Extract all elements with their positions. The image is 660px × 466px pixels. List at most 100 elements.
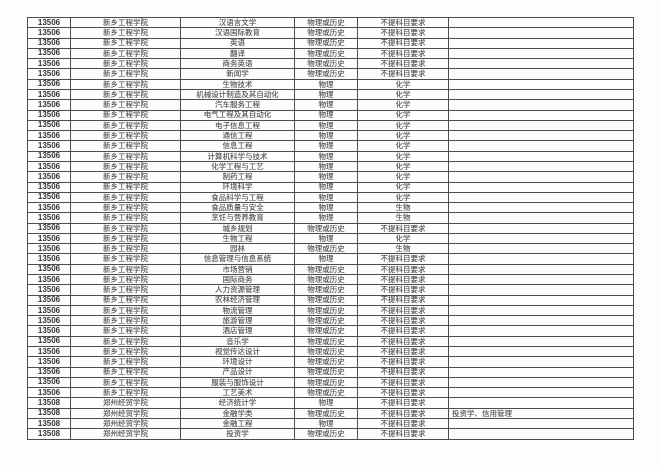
cell-subject-selection: 物理或历史 <box>294 294 358 306</box>
cell-elective-requirement: 化学 <box>357 109 449 121</box>
cell-college-code: 13506 <box>27 212 71 224</box>
cell-college-name: 新乡工程学院 <box>70 212 181 224</box>
cell-elective-requirement: 化学 <box>357 140 449 152</box>
cell-college-name: 新乡工程学院 <box>70 315 181 327</box>
cell-subject-selection: 物理 <box>294 119 358 132</box>
cell-subject-selection: 物理或历史 <box>294 37 358 49</box>
cell-elective-requirement: 化学 <box>357 160 449 173</box>
cell-remark <box>448 417 634 430</box>
cell-college-name: 新乡工程学院 <box>70 222 181 234</box>
cell-college-code: 13506 <box>27 119 71 132</box>
cell-subject-selection: 物理 <box>294 171 358 183</box>
table-row: 13508 郑州经贸学院 金融学类 物理或历史 不提科目要求 投资学、信用管理 <box>27 407 634 419</box>
table-row: 13506 新乡工程学院 商务英语 物理或历史 不提科目要求 <box>27 58 634 70</box>
cell-subject-selection: 物理 <box>294 202 358 214</box>
cell-college-name: 郑州经贸学院 <box>70 407 181 419</box>
cell-college-code: 13506 <box>27 253 71 265</box>
table-row: 13508 郑州经贸学院 经济统计学 物理 不提科目要求 <box>27 397 634 409</box>
cell-major-name: 信息工程 <box>180 140 295 152</box>
cell-elective-requirement: 化学 <box>357 181 449 193</box>
cell-college-code: 13506 <box>27 16 71 29</box>
cell-major-name: 投资学 <box>180 428 295 440</box>
table-row: 13506 新乡工程学院 电气工程及其自动化 物理 化学 <box>27 109 634 121</box>
cell-major-name: 城乡规划 <box>180 222 295 234</box>
table-row: 13506 新乡工程学院 工艺美术 物理或历史 不提科目要求 <box>27 387 634 399</box>
admission-requirements-table: 13506 新乡工程学院 汉语言文学 物理或历史 不提科目要求 13506 新乡工程学院 汉语… <box>27 16 634 440</box>
cell-remark <box>448 109 634 121</box>
cell-elective-requirement: 生物 <box>357 202 449 214</box>
cell-major-name: 翻译 <box>180 47 295 60</box>
cell-college-code: 13506 <box>27 140 71 152</box>
table-row: 13506 新乡工程学院 化学工程与工艺 物理 化学 <box>27 160 634 173</box>
cell-subject-selection: 物理或历史 <box>294 356 358 368</box>
cell-college-name: 郑州经贸学院 <box>70 397 181 409</box>
table-row: 13506 新乡工程学院 食品科学与工程 物理 化学 <box>27 191 634 204</box>
cell-major-name: 经济统计学 <box>180 397 295 409</box>
cell-elective-requirement: 不提科目要求 <box>357 325 449 337</box>
table-row: 13506 新乡工程学院 旅游管理 物理或历史 不提科目要求 <box>27 315 634 327</box>
cell-elective-requirement: 化学 <box>357 191 449 204</box>
cell-college-name: 新乡工程学院 <box>70 37 181 49</box>
cell-college-code: 13506 <box>27 191 71 204</box>
table-row: 13506 新乡工程学院 新闻学 物理或历史 不提科目要求 <box>27 68 634 80</box>
table-row: 13506 新乡工程学院 汉语国际教育 物理或历史 不提科目要求 <box>27 27 634 39</box>
table-row: 13506 新乡工程学院 汉语言文学 物理或历史 不提科目要求 <box>27 16 634 29</box>
cell-remark <box>448 428 634 440</box>
cell-major-name: 国际商务 <box>180 274 295 286</box>
cell-college-code: 13508 <box>27 428 71 440</box>
cell-subject-selection: 物理或历史 <box>294 345 358 358</box>
cell-elective-requirement: 不提科目要求 <box>357 335 449 348</box>
cell-subject-selection: 物理或历史 <box>294 325 358 337</box>
cell-elective-requirement: 不提科目要求 <box>357 315 449 327</box>
cell-college-code: 13506 <box>27 345 71 358</box>
cell-college-code: 13506 <box>27 181 71 193</box>
cell-remark <box>448 356 634 368</box>
cell-elective-requirement: 不提科目要求 <box>357 253 449 265</box>
cell-remark <box>448 315 634 327</box>
cell-major-name: 音乐学 <box>180 335 295 348</box>
table-row: 13508 郑州经贸学院 金融工程 物理 不提科目要求 <box>27 417 634 430</box>
cell-major-name: 食品质量与安全 <box>180 202 295 214</box>
cell-subject-selection: 物理 <box>294 181 358 193</box>
cell-remark <box>448 397 634 409</box>
cell-college-code: 13506 <box>27 315 71 327</box>
cell-remark <box>448 232 634 245</box>
cell-major-name: 计算机科学与技术 <box>180 150 295 162</box>
cell-subject-selection: 物理 <box>294 88 358 101</box>
cell-college-code: 13506 <box>27 304 71 317</box>
cell-remark <box>448 263 634 276</box>
cell-subject-selection: 物理或历史 <box>294 387 358 399</box>
cell-college-name: 新乡工程学院 <box>70 356 181 368</box>
cell-college-name: 新乡工程学院 <box>70 253 181 265</box>
cell-elective-requirement: 化学 <box>357 99 449 111</box>
table-row: 13506 新乡工程学院 人力资源管理 物理或历史 不提科目要求 <box>27 284 634 296</box>
cell-subject-selection: 物理或历史 <box>294 376 358 389</box>
cell-subject-selection: 物理 <box>294 417 358 430</box>
cell-remark <box>448 37 634 49</box>
cell-college-name: 新乡工程学院 <box>70 160 181 173</box>
cell-elective-requirement: 不提科目要求 <box>357 263 449 276</box>
cell-elective-requirement: 不提科目要求 <box>357 68 449 80</box>
cell-college-name: 新乡工程学院 <box>70 171 181 183</box>
table-row: 13506 新乡工程学院 汽车服务工程 物理 化学 <box>27 99 634 111</box>
table-row: 13506 新乡工程学院 音乐学 物理或历史 不提科目要求 <box>27 335 634 348</box>
cell-subject-selection: 物理 <box>294 253 358 265</box>
cell-major-name: 食品科学与工程 <box>180 191 295 204</box>
cell-elective-requirement: 不提科目要求 <box>357 376 449 389</box>
cell-college-name: 新乡工程学院 <box>70 284 181 296</box>
cell-remark <box>448 366 634 378</box>
cell-subject-selection: 物理 <box>294 99 358 111</box>
cell-college-name: 新乡工程学院 <box>70 243 181 255</box>
cell-college-code: 13506 <box>27 109 71 121</box>
cell-remark <box>448 130 634 142</box>
cell-college-name: 新乡工程学院 <box>70 325 181 337</box>
cell-subject-selection: 物理 <box>294 397 358 409</box>
cell-college-name: 新乡工程学院 <box>70 140 181 152</box>
cell-college-code: 13506 <box>27 232 71 245</box>
cell-major-name: 金融工程 <box>180 417 295 430</box>
cell-subject-selection: 物理 <box>294 78 358 90</box>
cell-remark <box>448 325 634 337</box>
table-row: 13506 新乡工程学院 酒店管理 物理或历史 不提科目要求 <box>27 325 634 337</box>
cell-remark <box>448 47 634 60</box>
cell-college-code: 13506 <box>27 160 71 173</box>
